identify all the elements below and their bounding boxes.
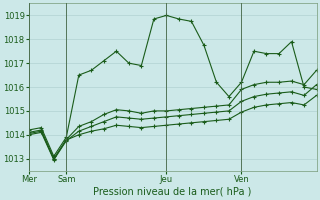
X-axis label: Pression niveau de la mer( hPa ): Pression niveau de la mer( hPa ) [93, 187, 252, 197]
